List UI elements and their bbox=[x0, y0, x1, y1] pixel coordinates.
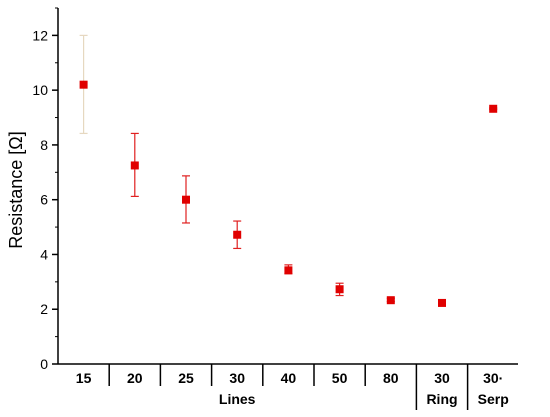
category-label: 20 bbox=[127, 370, 143, 386]
data-point bbox=[130, 161, 139, 170]
y-tick-label: 4 bbox=[40, 246, 48, 262]
category-label: 30· bbox=[483, 370, 503, 386]
category-label: 30 bbox=[229, 370, 245, 386]
data-point bbox=[386, 296, 395, 305]
y-tick-label: 12 bbox=[32, 27, 48, 43]
group-label: Ring bbox=[426, 391, 457, 407]
category-label: 50 bbox=[332, 370, 348, 386]
y-tick-label: 6 bbox=[40, 192, 48, 208]
category-label: 80 bbox=[383, 370, 399, 386]
data-point bbox=[79, 80, 88, 89]
y-tick-label: 10 bbox=[32, 82, 48, 98]
category-label: 30 bbox=[434, 370, 450, 386]
data-point bbox=[335, 285, 344, 294]
data-point bbox=[182, 195, 190, 204]
data-point bbox=[233, 230, 242, 239]
category-label: 25 bbox=[178, 370, 194, 386]
category-label: 15 bbox=[76, 370, 92, 386]
x-axis-categories: 15 20 25 30 40 50 80 30 30· Lines Ring Serp bbox=[76, 364, 509, 410]
group-label: Lines bbox=[219, 391, 256, 407]
data-point bbox=[284, 266, 293, 275]
y-axis-ticks: 0 2 4 6 8 10 12 bbox=[32, 7, 58, 372]
data-marks bbox=[79, 34, 498, 307]
category-label: 40 bbox=[281, 370, 297, 386]
group-label: Serp bbox=[478, 391, 509, 407]
y-tick-label: 2 bbox=[40, 301, 48, 317]
y-axis-title: Resistance [Ω] bbox=[6, 131, 26, 249]
y-tick-label: 0 bbox=[40, 356, 48, 372]
y-tick-label: 8 bbox=[40, 137, 48, 153]
data-point bbox=[438, 298, 446, 307]
data-point bbox=[489, 104, 498, 113]
